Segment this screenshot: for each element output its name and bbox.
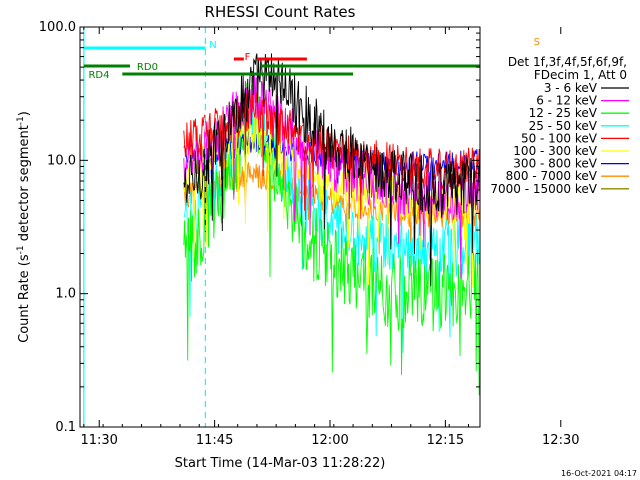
legend-entry-label: 25 - 50 keV	[529, 119, 598, 133]
y-axis-label-part1: Count Rate (s	[17, 254, 32, 343]
x-tick-label: 11:30	[80, 433, 117, 448]
y-axis-ticks: 0.1 1.0 10.0 100.0	[39, 20, 480, 435]
flag-label-N: N	[209, 40, 216, 51]
x-tick-label: 12:30	[542, 433, 579, 448]
x-tick-label: 12:15	[427, 433, 464, 448]
plot-frame	[79, 26, 481, 428]
y-tick-label: 1.0	[55, 287, 76, 302]
y-axis-label: Count Rate (s-1 detector segment-1)	[16, 111, 32, 343]
x-tick-label: 12:00	[311, 433, 348, 448]
legend-header-2: FDecim 1, Att 0	[534, 68, 627, 82]
y-axis-label-part3: )	[17, 111, 32, 116]
x-tick-label: 11:45	[196, 433, 233, 448]
footer-timestamp: 16-Oct-2021 04:17	[561, 469, 637, 478]
flag-label-F: F	[245, 52, 251, 63]
y-axis-label-sup1: -1	[16, 245, 26, 254]
series-line-5-0	[183, 104, 480, 287]
flag-labels: N F S RD0 RD4	[88, 37, 540, 81]
legend-entry-label: 6 - 12 keV	[536, 94, 598, 108]
y-axis-label-sup2: -1	[16, 116, 26, 125]
legend-entry-label: 12 - 25 keV	[529, 106, 598, 120]
series-line-3-0	[183, 90, 480, 353]
legend-entry-label: 300 - 800 keV	[513, 157, 597, 171]
series-line-7-0	[183, 162, 480, 259]
y-tick-label: 0.1	[55, 420, 76, 435]
legend-entry-label: 800 - 7000 keV	[506, 169, 598, 183]
flag-label-RD0: RD0	[137, 62, 158, 73]
y-axis-label-part2: detector segment	[17, 125, 32, 245]
flag-label-S: S	[534, 37, 540, 48]
flag-layer	[83, 27, 480, 427]
flag-label-RD4: RD4	[88, 70, 109, 81]
legend-header-1: Det 1f,3f,4f,5f,6f,9f,	[508, 55, 627, 69]
legend: Det 1f,3f,4f,5f,6f,9f, FDecim 1, Att 0 3…	[490, 55, 629, 196]
legend-entry-label: 50 - 100 keV	[521, 131, 598, 145]
series-layer	[183, 53, 480, 396]
legend-entry-label: 3 - 6 keV	[544, 81, 598, 95]
x-axis-label: Start Time (14-Mar-03 11:28:22)	[175, 456, 386, 471]
legend-entry-label: 7000 - 15000 keV	[490, 182, 597, 196]
series-line-0-0	[183, 53, 480, 287]
legend-entry-label: 100 - 300 keV	[513, 144, 597, 158]
chart-title: RHESSI Count Rates	[205, 3, 356, 21]
y-tick-label: 10.0	[47, 153, 76, 168]
y-tick-label: 100.0	[39, 20, 76, 35]
